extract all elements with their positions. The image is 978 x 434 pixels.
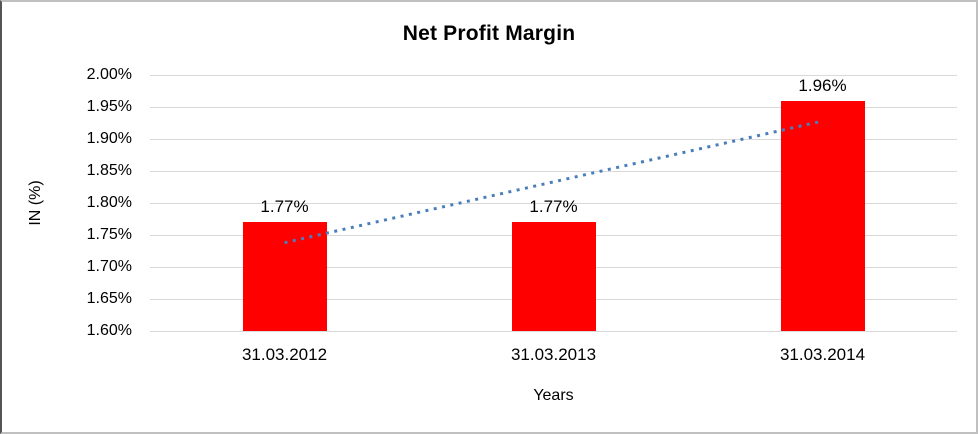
- gridline: [150, 170, 957, 172]
- x-axis-tick-label: 31.03.2012: [241, 345, 328, 364]
- chart-title: Net Profit Margin: [402, 22, 576, 45]
- bar-value-label: 1.77%: [260, 197, 309, 217]
- bar-value-label: 1.77%: [529, 197, 578, 217]
- y-axis-tick-label: 2.00%: [86, 66, 132, 83]
- bar-31.03.2014: [780, 100, 865, 331]
- x-axis-tick-label: 31.03.2014: [779, 345, 866, 364]
- y-axis-tick-label: 1.95%: [86, 98, 132, 115]
- y-axis-tick-label: 1.70%: [86, 258, 132, 275]
- x-axis-tick-label: 31.03.2013: [510, 345, 597, 364]
- trendline-segment: [284, 119, 823, 245]
- gridline: [150, 138, 957, 140]
- gridline: [150, 106, 957, 108]
- bar-31.03.2012: [242, 222, 327, 331]
- y-axis-tick-label: 1.90%: [86, 130, 132, 147]
- x-axis-title: Years: [533, 387, 574, 404]
- y-axis-tick-label: 1.65%: [86, 290, 132, 307]
- bar-value-label: 1.96%: [798, 75, 847, 95]
- y-axis-tick-label: 1.85%: [86, 162, 132, 179]
- linear-trendline: [284, 119, 823, 245]
- gridline: [150, 202, 957, 204]
- plot-area: 1.77% 1.77% 1.96%: [150, 74, 957, 332]
- y-axis-tick-label: 1.75%: [86, 226, 132, 243]
- gridline: [150, 74, 957, 76]
- bar-31.03.2013: [511, 222, 596, 331]
- y-axis-tick-label: 1.60%: [86, 322, 132, 339]
- y-axis-tick-label: 1.80%: [86, 194, 132, 211]
- gridline: [150, 330, 957, 332]
